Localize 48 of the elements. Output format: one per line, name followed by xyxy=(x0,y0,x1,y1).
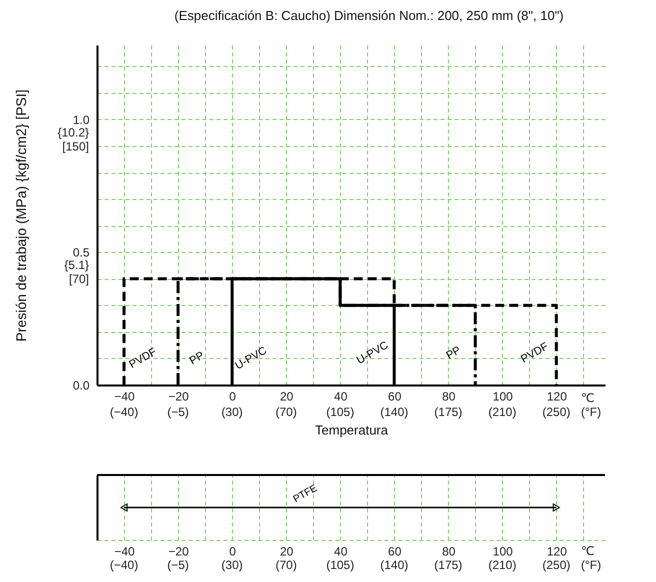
text: (250) xyxy=(542,405,570,419)
x-tick-label: 40 xyxy=(334,544,348,558)
text: (−40) xyxy=(110,405,138,419)
text: {10.2} [150] xyxy=(58,125,89,154)
text: PP xyxy=(444,344,464,362)
x-tick-label: 60 xyxy=(388,544,402,558)
text: (175) xyxy=(434,405,462,419)
x-tick-label: −40 xyxy=(114,390,136,404)
x-tick-label: 120 xyxy=(546,390,568,404)
text: (140) xyxy=(380,405,408,419)
text: (−5) xyxy=(167,558,189,572)
text: (140) xyxy=(380,558,408,572)
y-tick-label: 1.0 xyxy=(72,112,90,127)
chart-title: (Especificación B: Caucho) Dimensión Nom.: 200, 250 mm (8", 10") xyxy=(174,8,564,23)
text: (250) xyxy=(542,558,570,572)
x-tick-label: −20 xyxy=(168,390,190,404)
text: (70) xyxy=(275,405,297,419)
x-tick-label: 100 xyxy=(492,390,514,404)
text: ℃ (°F) xyxy=(581,544,602,572)
x-tick-label: 0 xyxy=(229,544,236,558)
text: (30) xyxy=(221,405,243,419)
text: (175) xyxy=(434,558,462,572)
x-tick-label: 60 xyxy=(388,390,402,404)
text: PP xyxy=(188,350,206,368)
text: (70) xyxy=(275,558,297,572)
text: {5.1} [70] xyxy=(64,258,89,286)
text: (−40) xyxy=(110,558,138,572)
x-tick-label: 20 xyxy=(280,390,294,404)
y-axis-title: Presión de trabajo (MPa) {kgf/cm2} [PSI] xyxy=(12,89,29,342)
text: (210) xyxy=(488,558,516,572)
text: ℃ (°F) xyxy=(581,391,602,419)
x-tick-label: 0 xyxy=(229,390,236,404)
x-tick-label: −20 xyxy=(168,544,190,558)
x-tick-label: 20 xyxy=(280,544,294,558)
text: (105) xyxy=(326,405,354,419)
x-tick-label: 120 xyxy=(546,544,568,558)
x-tick-label: 80 xyxy=(442,544,456,558)
x-tick-label: 100 xyxy=(492,544,514,558)
y-tick-label: 0.0 xyxy=(72,378,90,392)
x-axis-title: Temperatura xyxy=(315,422,389,438)
text: (30) xyxy=(221,558,243,572)
y-tick-label: 0.5 xyxy=(72,246,90,260)
text: (105) xyxy=(326,558,354,572)
x-tick-label: 80 xyxy=(442,390,456,404)
text: (−5) xyxy=(167,405,189,419)
x-tick-label: 40 xyxy=(334,390,348,404)
text: (210) xyxy=(488,405,516,419)
x-tick-label: −40 xyxy=(114,544,136,558)
